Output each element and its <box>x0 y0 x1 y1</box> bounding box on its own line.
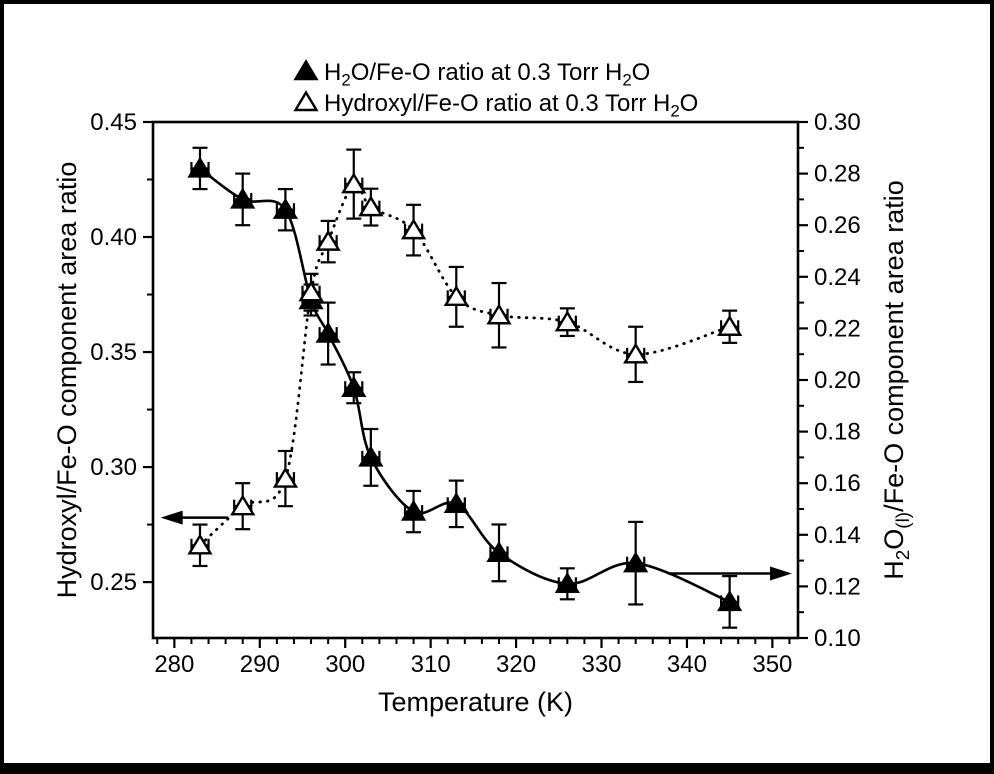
y-right-tick-label: 0.14 <box>814 522 861 549</box>
data-point-marker-h2o-feo <box>341 375 367 397</box>
y-axis-right-title: H2O(l)/Fe-O component area ratio <box>879 180 914 579</box>
data-point-marker-h2o-feo <box>230 187 256 209</box>
series-line-h2o-feo <box>199 167 731 604</box>
data-point-marker-hydroxyl-feo <box>717 314 743 336</box>
series-line-hydroxyl-feo <box>198 181 732 547</box>
x-tick-label: 350 <box>752 651 792 678</box>
x-axis: 280 290 300 310 320 330 340 350 <box>154 638 792 678</box>
x-tick-label: 320 <box>496 651 536 678</box>
data-point-marker-h2o-feo <box>272 197 299 219</box>
y-right-tick-label: 0.28 <box>814 161 861 188</box>
y-axis-left: 0.25 0.30 0.35 0.40 0.45 <box>90 109 153 596</box>
data-point-marker-hydroxyl-feo <box>554 310 580 332</box>
x-tick-label: 280 <box>154 651 194 678</box>
legend-item-hydroxyl-feo: Hydroxyl/Fe-O ratio at 0.3 Torr H2O <box>293 90 698 120</box>
data-point-marker-hydroxyl-feo <box>272 466 299 488</box>
y-left-tick-label: 0.30 <box>90 454 137 481</box>
x-tick-label: 290 <box>240 651 280 678</box>
y-right-tick-label: 0.12 <box>814 573 861 600</box>
y-right-tick-label: 0.16 <box>814 470 861 497</box>
arrowhead <box>160 510 183 525</box>
data-point-marker-h2o-feo <box>717 590 743 612</box>
legend-label: H2O/Fe-O ratio at 0.3 Torr H2O <box>324 59 650 89</box>
series-hydroxyl-feo <box>187 148 743 568</box>
data-point-marker-hydroxyl-feo <box>341 172 367 194</box>
data-point-marker-h2o-feo <box>443 492 469 514</box>
legend: H2O/Fe-O ratio at 0.3 Torr H2OHydroxyl/F… <box>293 59 698 120</box>
y-right-tick-label: 0.10 <box>814 625 861 652</box>
y-left-tick-label: 0.45 <box>90 109 137 136</box>
y-axis-right: 0.10 0.12 0.14 0.16 0.18 0.20 0.22 0.24 0.26 0.28… <box>798 109 861 652</box>
right-axis-arrow <box>668 566 793 581</box>
series-h2o-feo <box>187 146 743 629</box>
data-point-marker-hydroxyl-feo <box>230 494 256 516</box>
y-left-tick-label: 0.25 <box>90 569 137 596</box>
left-axis-arrow <box>160 510 229 525</box>
x-tick-label: 340 <box>667 651 707 678</box>
legend-marker <box>293 90 319 112</box>
data-point-marker-hydroxyl-feo <box>187 533 213 555</box>
arrowhead <box>770 566 793 581</box>
data-point-marker-h2o-feo <box>187 156 213 178</box>
data-point-marker-h2o-feo <box>400 499 427 521</box>
x-tick-label: 300 <box>325 651 365 678</box>
legend-item-h2o-feo: H2O/Fe-O ratio at 0.3 Torr H2O <box>293 59 650 89</box>
y-right-tick-label: 0.26 <box>814 212 861 239</box>
x-tick-label: 330 <box>581 651 621 678</box>
data-point-marker-h2o-feo <box>486 541 512 563</box>
data-point-marker-hydroxyl-feo <box>443 285 469 307</box>
y-left-tick-label: 0.40 <box>90 224 137 251</box>
data-point-marker-hydroxyl-feo <box>400 218 427 240</box>
x-axis-title: Temperature (K) <box>378 687 573 717</box>
data-point-marker-hydroxyl-feo <box>623 342 649 364</box>
y-right-tick-label: 0.30 <box>814 109 861 136</box>
legend-label: Hydroxyl/Fe-O ratio at 0.3 Torr H2O <box>324 90 698 120</box>
y-axis-left-title: Hydroxyl/Fe-O component area ratio <box>52 162 82 599</box>
data-point-marker-hydroxyl-feo <box>315 229 341 251</box>
y-right-tick-label: 0.18 <box>814 419 861 446</box>
data-point-marker-h2o-feo <box>554 571 580 594</box>
data-point-marker-h2o-feo <box>315 321 341 343</box>
y-right-tick-label: 0.20 <box>814 367 861 394</box>
legend-marker <box>293 59 319 81</box>
data-point-marker-hydroxyl-feo <box>486 303 512 325</box>
data-point-marker-hydroxyl-feo <box>358 195 384 217</box>
y-right-tick-label: 0.24 <box>814 264 861 291</box>
data-point-marker-h2o-feo <box>623 551 649 573</box>
x-tick-label: 310 <box>411 651 451 678</box>
data-point-marker-hydroxyl-feo <box>298 280 324 302</box>
data-point-marker-h2o-feo <box>358 445 384 467</box>
y-right-tick-label: 0.22 <box>814 315 861 342</box>
y-left-tick-label: 0.35 <box>90 339 137 366</box>
error-bars-h2o-feo <box>190 146 740 629</box>
